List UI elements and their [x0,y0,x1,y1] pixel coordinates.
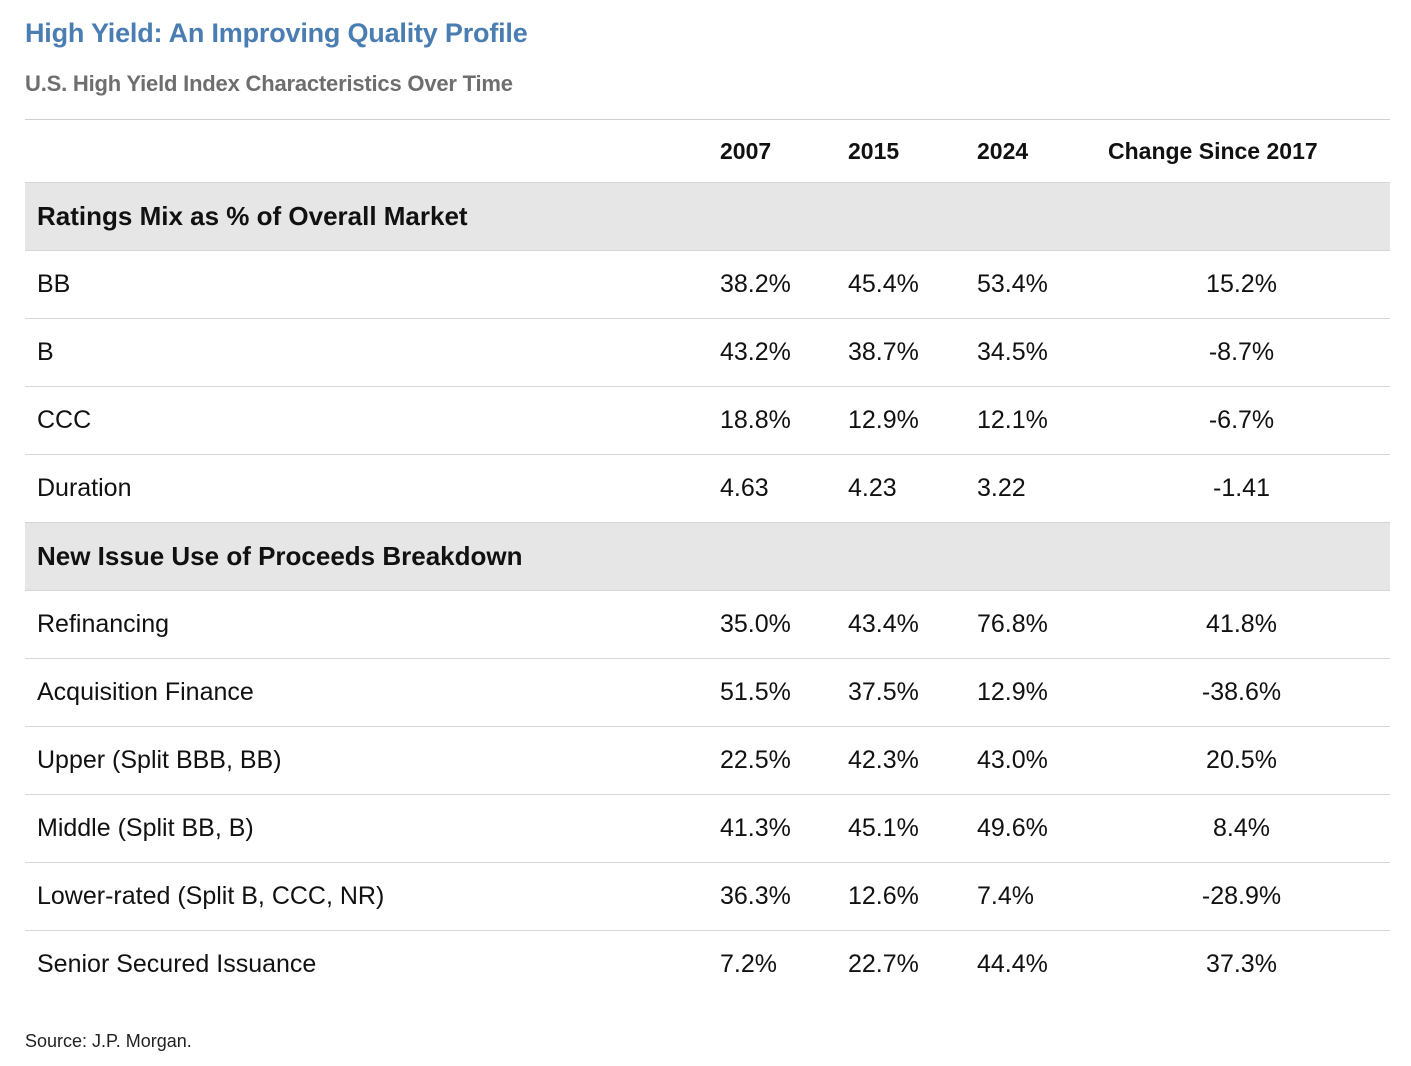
cell-2015: 38.7% [836,318,965,387]
table-body: Ratings Mix as % of Overall Market BB 38… [25,182,1390,999]
table-row: BB 38.2% 45.4% 53.4% 15.2% [25,250,1390,319]
row-label: Acquisition Finance [25,658,708,727]
table-row: B 43.2% 38.7% 34.5% -8.7% [25,318,1390,387]
cell-2024: 3.22 [965,454,1093,523]
cell-change: -38.6% [1093,658,1390,727]
cell-2024: 53.4% [965,250,1093,319]
table-row: Refinancing 35.0% 43.4% 76.8% 41.8% [25,590,1390,659]
cell-2015: 12.9% [836,386,965,455]
cell-change: 8.4% [1093,794,1390,863]
cell-change: 20.5% [1093,726,1390,795]
section-header-row: Ratings Mix as % of Overall Market [25,182,1390,251]
row-label: Upper (Split BBB, BB) [25,726,708,795]
cell-change: 15.2% [1093,250,1390,319]
table-row: Duration 4.63 4.23 3.22 -1.41 [25,454,1390,523]
column-header-2015: 2015 [836,120,965,183]
cell-2024: 76.8% [965,590,1093,659]
characteristics-table-container: 2007 2015 2024 Change Since 2017 Ratings… [25,120,1390,998]
row-label: CCC [25,386,708,455]
cell-2007: 35.0% [708,590,836,659]
cell-2015: 42.3% [836,726,965,795]
table-row: Senior Secured Issuance 7.2% 22.7% 44.4%… [25,931,1390,999]
cell-2024: 12.9% [965,658,1093,727]
column-header-change: Change Since 2017 [1093,120,1390,183]
table-header-row: 2007 2015 2024 Change Since 2017 [25,120,1390,183]
section-title: New Issue Use of Proceeds Breakdown [25,522,1390,591]
cell-2024: 12.1% [965,386,1093,455]
column-header-label [25,120,708,183]
cell-2024: 44.4% [977,950,1048,978]
cell-2024: 49.6% [965,794,1093,863]
chart-title: High Yield: An Improving Quality Profile [25,18,528,48]
cell-2015: 22.7% [848,950,919,978]
cell-change: 41.8% [1093,590,1390,659]
row-label: Senior Secured Issuance [37,950,317,978]
table-row: Lower-rated (Split B, CCC, NR) 36.3% 12.… [25,862,1390,931]
column-header-2024: 2024 [965,120,1093,183]
section-header-row: New Issue Use of Proceeds Breakdown [25,522,1390,591]
characteristics-table: 2007 2015 2024 Change Since 2017 Ratings… [25,120,1390,998]
source-note: Source: J.P. Morgan. [25,1031,192,1051]
cell-2007: 38.2% [708,250,836,319]
cell-2007: 4.63 [708,454,836,523]
cell-2015: 43.4% [836,590,965,659]
row-label: Lower-rated (Split B, CCC, NR) [25,862,708,931]
cell-2015: 12.6% [836,862,965,931]
cell-2007: 18.8% [708,386,836,455]
table-row: CCC 18.8% 12.9% 12.1% -6.7% [25,386,1390,455]
column-header-2007: 2007 [708,120,836,183]
cell-change: 37.3% [1206,950,1277,978]
cell-2015: 37.5% [836,658,965,727]
chart-subtitle: U.S. High Yield Index Characteristics Ov… [25,71,513,96]
cell-2015: 4.23 [836,454,965,523]
row-label: Duration [25,454,708,523]
cell-2007: 36.3% [708,862,836,931]
cell-change: -8.7% [1093,318,1390,387]
cell-2007: 7.2% [720,950,777,978]
row-label: Refinancing [25,590,708,659]
row-label: BB [25,250,708,319]
cell-2007: 43.2% [708,318,836,387]
cell-change: -6.7% [1093,386,1390,455]
cell-change: -1.41 [1093,454,1390,523]
cell-2024: 43.0% [965,726,1093,795]
row-label: B [25,318,708,387]
cell-2007: 22.5% [708,726,836,795]
cell-2015: 45.1% [836,794,965,863]
cell-2007: 51.5% [708,658,836,727]
cell-2007: 41.3% [708,794,836,863]
table-row: Middle (Split BB, B) 41.3% 45.1% 49.6% 8… [25,794,1390,863]
cell-2024: 34.5% [965,318,1093,387]
cell-change: -28.9% [1093,862,1390,931]
row-label: Middle (Split BB, B) [25,794,708,863]
cell-2015: 45.4% [836,250,965,319]
table-row: Acquisition Finance 51.5% 37.5% 12.9% -3… [25,658,1390,727]
table-row: Upper (Split BBB, BB) 22.5% 42.3% 43.0% … [25,726,1390,795]
cell-2024: 7.4% [965,862,1093,931]
top-divider [25,119,1390,120]
section-title: Ratings Mix as % of Overall Market [25,182,1390,251]
